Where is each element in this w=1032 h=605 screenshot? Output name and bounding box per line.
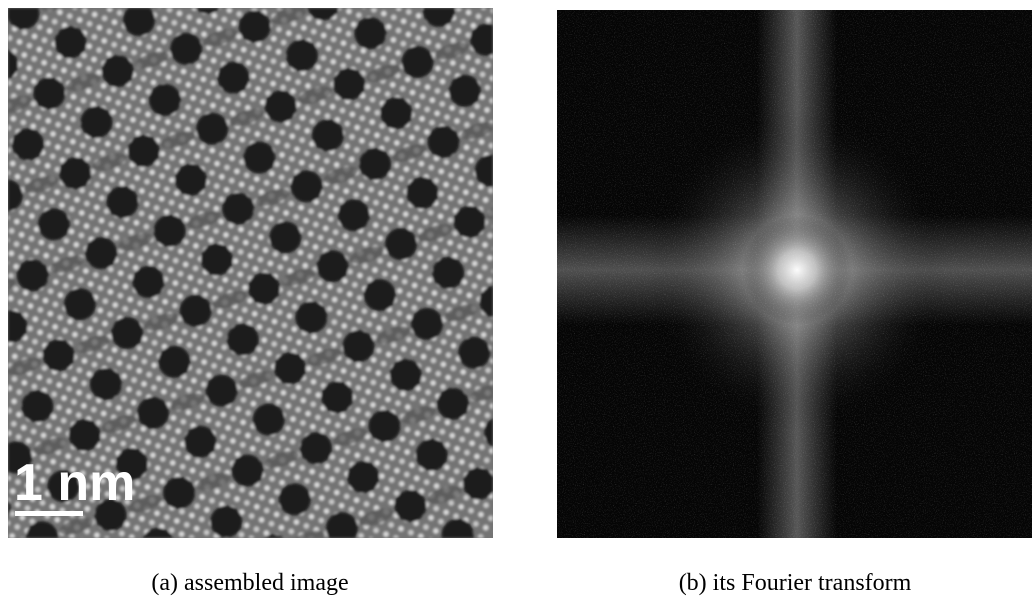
scale-bar-label: 1 nm	[14, 454, 135, 512]
scale-bar	[15, 511, 83, 516]
caption: (a) assembled image	[151, 570, 348, 596]
fourier-transform	[557, 10, 1032, 538]
figure: 1 nm (a) assembled image (b) its Fourier…	[0, 0, 1032, 605]
page: {"panels": [ {"caption": "(a) assembled …	[0, 0, 1032, 605]
caption: (b) its Fourier transform	[679, 570, 912, 596]
